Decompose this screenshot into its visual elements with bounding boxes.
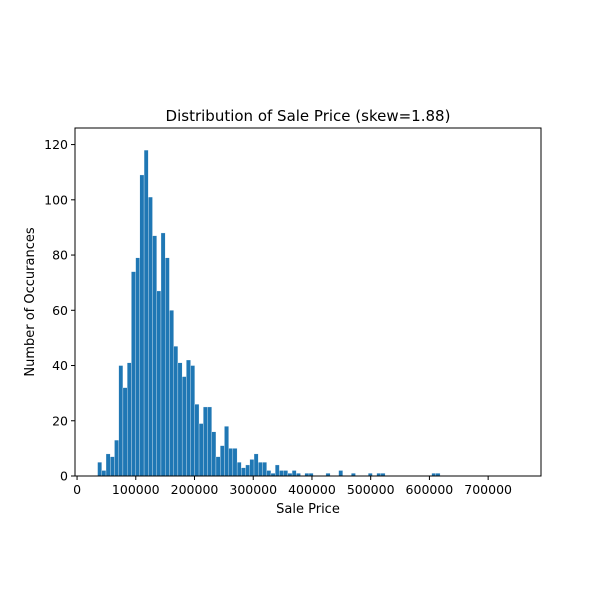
histogram-bar — [258, 462, 263, 477]
histogram-bar — [152, 235, 157, 477]
histogram-bar — [338, 470, 343, 477]
histogram-bar — [253, 453, 259, 477]
histogram-bar — [101, 470, 107, 477]
plot-frame — [74, 127, 542, 477]
histogram-bar — [122, 387, 128, 477]
y-tick-label: 120 — [44, 137, 68, 152]
histogram-bar — [160, 232, 166, 477]
histogram-bar — [169, 310, 174, 477]
y-axis: 0 20 40 60 80 100 120 — [44, 137, 75, 484]
histogram-bar — [194, 404, 200, 477]
histogram-bar — [131, 271, 136, 477]
histogram-bar — [203, 406, 208, 477]
histogram-bar — [283, 470, 289, 477]
histogram-bar — [186, 359, 191, 477]
x-axis: 0 100000 200000 300000 400000 500000 600000 700… — [73, 476, 512, 497]
histogram-bar — [165, 257, 170, 477]
histogram-bar — [177, 362, 183, 477]
histogram-bar — [110, 456, 115, 477]
histogram-bar — [105, 453, 111, 477]
x-tick-label: 0 — [73, 482, 81, 497]
histogram-bar — [236, 462, 242, 477]
histogram-bar — [241, 467, 246, 477]
histogram-bar — [232, 448, 238, 477]
y-tick-label: 100 — [44, 192, 68, 207]
y-tick-label: 60 — [52, 303, 68, 318]
histogram-bar — [97, 462, 102, 477]
histogram-bar — [220, 445, 225, 477]
histogram-bar — [139, 174, 145, 477]
histogram-bar — [211, 431, 217, 477]
histogram-bar — [224, 426, 229, 477]
y-tick-label: 80 — [52, 248, 68, 263]
histogram-bar — [262, 462, 267, 477]
histogram-bar — [291, 470, 297, 477]
x-tick-label: 600000 — [406, 482, 454, 497]
histogram-bar — [148, 196, 153, 477]
histogram-bar — [228, 448, 234, 477]
histogram-bar — [156, 290, 162, 477]
histogram-bar — [207, 406, 212, 477]
x-axis-label: Sale Price — [276, 502, 340, 517]
histogram-bar — [173, 346, 179, 477]
x-tick-label: 100000 — [112, 482, 160, 497]
x-tick-label: 500000 — [347, 482, 395, 497]
histogram-bar — [190, 365, 195, 477]
histogram-bar — [275, 464, 280, 477]
histogram-bar — [181, 376, 187, 477]
histogram-bar — [135, 257, 140, 477]
y-axis-label: Number of Occurances — [23, 227, 38, 376]
y-tick-label: 0 — [60, 469, 68, 484]
histogram-bar — [143, 149, 149, 477]
histogram-bar — [249, 459, 255, 477]
x-tick-label: 300000 — [229, 482, 277, 497]
x-tick-label: 700000 — [464, 482, 512, 497]
chart-title: Distribution of Sale Price (skew=1.88) — [166, 107, 451, 125]
histogram-bar — [245, 464, 250, 477]
histogram-bar — [266, 470, 272, 477]
histogram-bar — [215, 456, 221, 477]
histogram-bar — [118, 365, 124, 477]
histogram-bar — [198, 423, 204, 477]
histogram-bar — [127, 362, 132, 477]
histogram-bar — [279, 470, 284, 477]
histogram-bar — [114, 439, 119, 477]
y-tick-label: 20 — [52, 413, 68, 428]
x-tick-label: 400000 — [288, 482, 336, 497]
y-tick-label: 40 — [52, 358, 68, 373]
x-tick-label: 200000 — [171, 482, 219, 497]
